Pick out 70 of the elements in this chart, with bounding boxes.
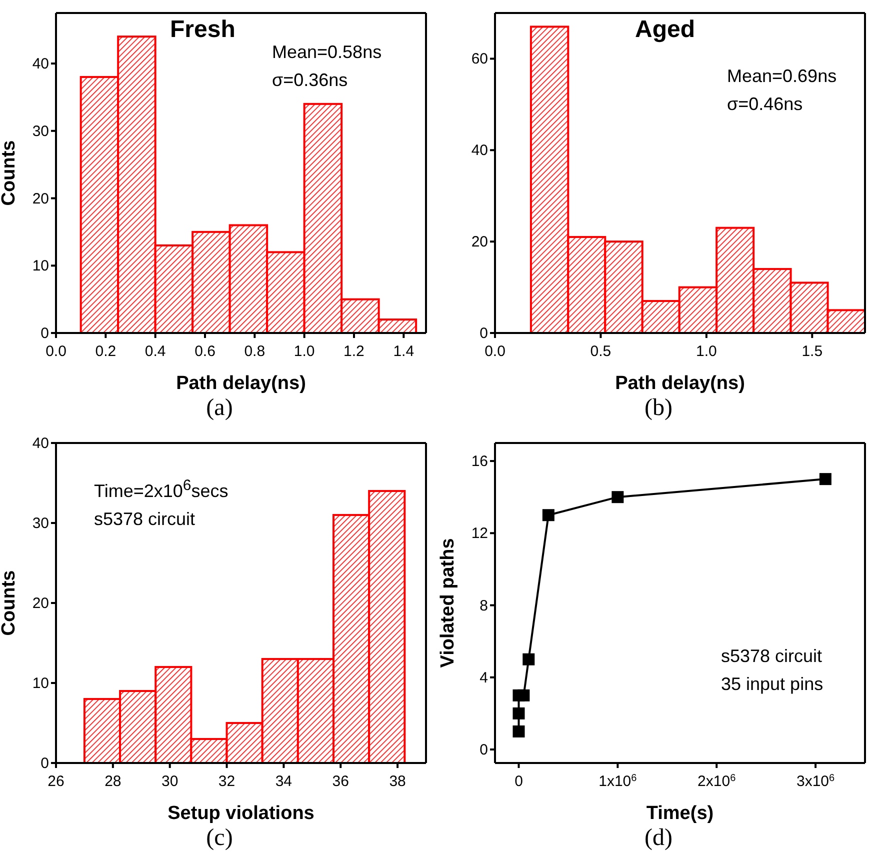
x-axis-title: Path delay(ns) (615, 373, 745, 394)
y-tick-label: 40 (32, 56, 49, 73)
chart-title: Fresh (170, 16, 236, 44)
x-tick-label: 34 (275, 773, 292, 790)
x-tick-label: 1.5 (802, 343, 823, 360)
y-tick-label: 30 (32, 122, 49, 140)
annotation: σ=0.46ns (727, 93, 804, 116)
x-tick-label: 32 (218, 773, 236, 790)
x-tick-label: 1x10$^{6}$ (598, 772, 638, 790)
y-tick-label: 12 (471, 525, 488, 542)
point (819, 473, 832, 486)
x-tick-label: 0.5 (590, 343, 612, 360)
point (512, 707, 525, 720)
y-tick-label: 10 (32, 258, 49, 275)
x-axis-title: Time(s) (646, 803, 714, 824)
x-tick-label: 30 (162, 773, 178, 790)
x-tick-label: 0.6 (194, 343, 216, 360)
y-tick-label: 20 (32, 190, 49, 208)
chart-title: Aged (635, 16, 695, 44)
x-tick-label: 1.0 (294, 343, 315, 360)
x-tick-label: 28 (104, 773, 122, 790)
y-tick-label: 60 (471, 50, 488, 68)
x-tick-label: 36 (332, 773, 349, 790)
y-tick-label: 8 (480, 597, 488, 614)
annotation: Mean=0.69ns (727, 65, 837, 88)
annotation: s5378 circuit (721, 645, 824, 668)
y-tick-label: 20 (32, 595, 49, 612)
x-tick-label: 0.4 (144, 343, 166, 360)
text: (d) (644, 825, 674, 852)
annotation: Mean=0.58ns (272, 41, 382, 64)
point (522, 653, 535, 666)
x-tick-label: 0.8 (244, 343, 266, 360)
text: (b) (644, 395, 674, 422)
y-tick-label: 0 (40, 325, 49, 342)
x-tick-label: 3x10$^{6}$ (796, 772, 836, 790)
x-tick-label: 0 (514, 773, 523, 790)
x-tick-label: 0.0 (46, 343, 66, 360)
x-axis-title: Setup violations (168, 803, 314, 824)
x-axis-title: Path delay(ns) (176, 373, 306, 394)
y-axis-title: Violated paths (438, 538, 459, 668)
y-axis-title: Counts (0, 570, 20, 636)
text: (c) (205, 825, 234, 852)
x-tick-label: 26 (48, 773, 64, 790)
point (542, 509, 554, 522)
point (512, 725, 525, 738)
x-tick-label: 38 (389, 773, 406, 790)
x-tick-label: 1.2 (344, 343, 364, 360)
annotation: 35 input pins (721, 673, 824, 696)
y-axis-title: Counts (0, 140, 20, 206)
annotation: Time=2x10$^{6}$secs (94, 476, 228, 503)
y-tick-label: 0 (480, 325, 488, 342)
text: (a) (205, 395, 234, 422)
y-tick-label: 0 (480, 741, 488, 758)
y-tick-label: 40 (32, 435, 49, 452)
x-tick-label: 1.4 (393, 343, 414, 360)
point (612, 491, 624, 504)
annotation: σ=0.36ns (272, 69, 349, 92)
x-tick-label: 0.2 (95, 343, 116, 360)
x-tick-label: 0.0 (484, 343, 506, 360)
y-tick-label: 30 (32, 515, 49, 532)
x-tick-label: 1.0 (696, 343, 717, 360)
y-tick-label: 16 (471, 453, 488, 470)
point (518, 689, 530, 702)
y-tick-label: 0 (40, 755, 49, 772)
y-tick-label: 20 (471, 234, 488, 251)
y-tick-label: 40 (471, 142, 488, 160)
x-tick-label: 2x10$^{6}$ (698, 772, 736, 790)
annotation: s5378 circuit (94, 508, 196, 531)
y-tick-label: 4 (480, 669, 488, 686)
y-tick-label: 10 (32, 675, 49, 692)
